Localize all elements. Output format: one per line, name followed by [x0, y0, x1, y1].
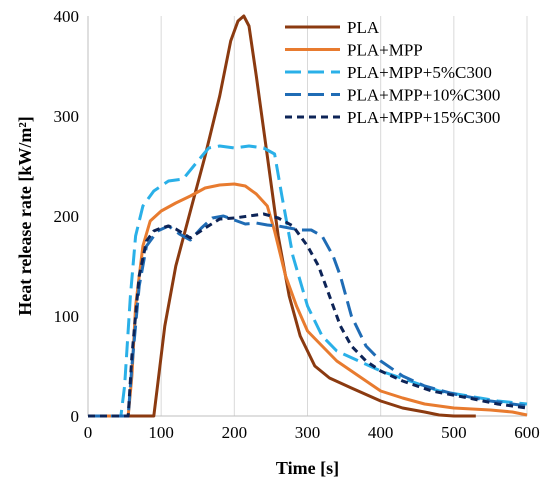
legend-label-3: PLA+MPP+5%C300 [347, 63, 492, 82]
x-tick-label-200: 200 [222, 423, 248, 442]
y-tick-label-400: 400 [54, 7, 80, 26]
series-line-5 [88, 212, 528, 418]
x-tick-label-0: 0 [84, 423, 93, 442]
y-tick-label-200: 200 [54, 207, 80, 226]
y-tick-label-100: 100 [54, 307, 80, 326]
x-tick-label-300: 300 [295, 423, 321, 442]
x-tick-labels: 0 100 200 300 400 500 600 [84, 423, 540, 442]
legend-label-5: PLA+MPP+15%C300 [347, 108, 500, 127]
y-axis-title: Heat release rate [kW/m²] [15, 116, 35, 316]
x-axis-title: Time [s] [276, 458, 339, 478]
legend: PLA PLA+MPP PLA+MPP+5%C300 PLA+MPP+10%C300 P… [285, 18, 500, 127]
y-tick-label-300: 300 [54, 107, 80, 126]
series-lines [88, 14, 528, 418]
x-tick-label-500: 500 [441, 423, 467, 442]
series-line-1 [88, 14, 476, 418]
y-tick-label-0: 0 [71, 407, 80, 426]
series-line-3 [88, 144, 528, 418]
x-tick-label-400: 400 [368, 423, 394, 442]
legend-label-1: PLA [347, 18, 380, 37]
x-tick-label-600: 600 [514, 423, 540, 442]
series-line-4 [88, 214, 528, 418]
y-tick-labels: 0 100 200 300 400 [54, 7, 80, 426]
legend-label-2: PLA+MPP [347, 41, 423, 60]
series-line-2 [88, 182, 528, 418]
x-tick-label-100: 100 [148, 423, 174, 442]
legend-label-4: PLA+MPP+10%C300 [347, 86, 500, 105]
